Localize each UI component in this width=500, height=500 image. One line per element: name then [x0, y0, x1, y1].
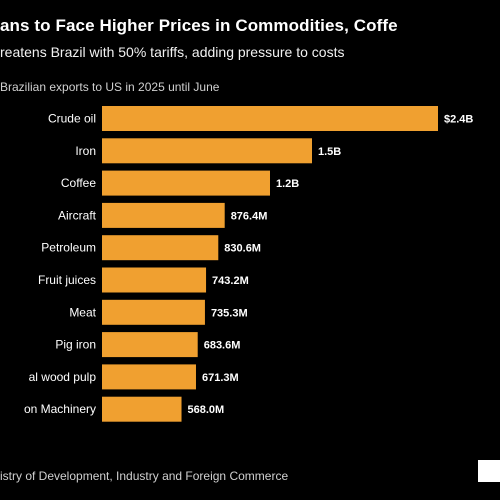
bar [102, 364, 196, 390]
bar [102, 202, 225, 228]
value-label: 568.0M [188, 404, 225, 416]
value-label: 876.4M [231, 210, 268, 222]
category-label: Meat [69, 305, 96, 319]
chart-subtitle: reatens Brazil with 50% tariffs, adding … [0, 44, 345, 60]
bar [102, 267, 207, 293]
value-label: 683.6M [204, 340, 241, 352]
publisher-logo [478, 460, 500, 482]
value-label: 743.2M [212, 275, 249, 287]
category-label: Pig iron [55, 338, 96, 352]
bar [102, 332, 198, 358]
chart-title: ans to Face Higher Prices in Commodities… [0, 16, 398, 35]
source-note: istry of Development, Industry and Forei… [0, 469, 289, 483]
value-label: 1.2B [276, 178, 299, 190]
value-label: 830.6M [224, 243, 261, 255]
category-label: Fruit juices [38, 273, 96, 287]
value-label: 1.5B [318, 146, 341, 158]
bar [102, 170, 270, 196]
value-label: 735.3M [211, 307, 248, 319]
value-label: 671.3M [202, 372, 239, 384]
bar [102, 396, 182, 422]
chart-caption: Brazilian exports to US in 2025 until Ju… [0, 80, 220, 94]
bar [102, 106, 438, 131]
category-label: al wood pulp [29, 370, 97, 384]
bar [102, 299, 205, 325]
category-label: Iron [75, 144, 96, 158]
bar [102, 138, 312, 164]
category-label: on Machinery [24, 402, 96, 416]
category-label: Aircraft [58, 208, 97, 222]
category-label: Petroleum [41, 241, 96, 255]
bar-chart: Crude oil $2.4B Iron 1.5B Coffee 1.2B Aircraft… [24, 106, 473, 422]
bar [102, 235, 219, 261]
category-label: Crude oil [48, 112, 96, 126]
value-label: $2.4B [444, 114, 473, 126]
category-label: Coffee [61, 176, 96, 190]
